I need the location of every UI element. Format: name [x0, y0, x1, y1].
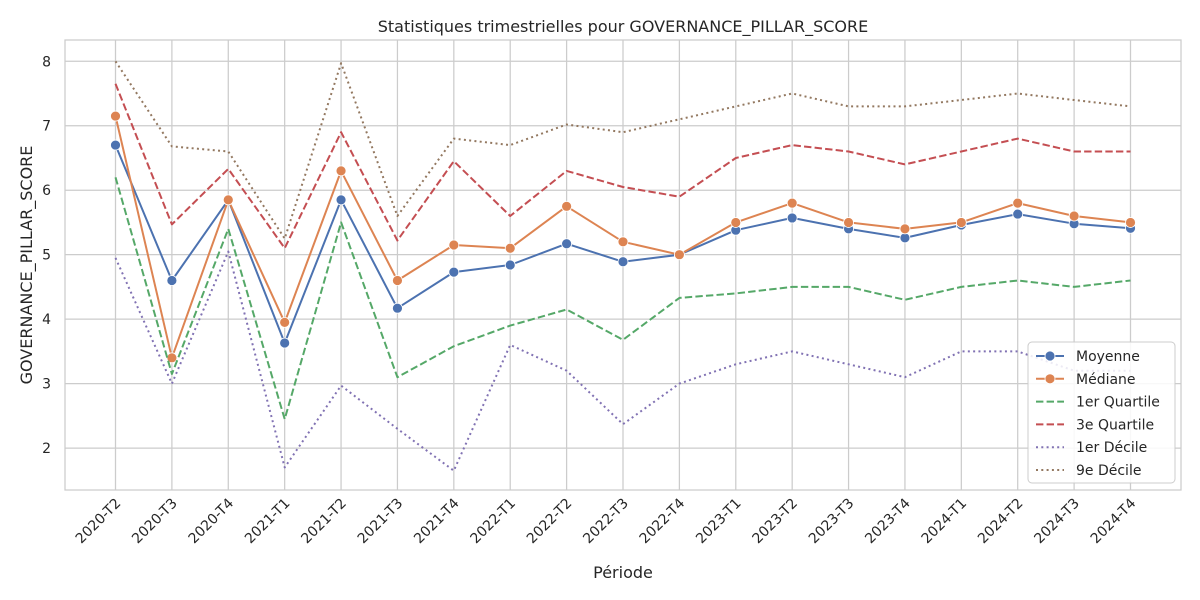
data-point: [504, 242, 516, 254]
y-tick-label: 4: [42, 312, 51, 328]
legend-marker: [1044, 350, 1056, 362]
plot-frame: [64, 39, 1182, 491]
x-tick-label: 2024-T2: [975, 496, 1027, 548]
data-point: [110, 110, 121, 122]
legend-item: Médiane: [1036, 372, 1136, 388]
x-tick-label: 2023-T1: [693, 496, 745, 548]
series-layer: [110, 60, 1136, 472]
x-tick-label: 2020-T4: [186, 495, 238, 547]
legend-label: 9e Décile: [1076, 463, 1141, 479]
data-point: [617, 256, 629, 268]
y-axis-label: GOVERNANCE_PILLAR_SCORE: [17, 146, 37, 385]
data-point: [899, 232, 911, 244]
x-tick-label: 2024-T1: [919, 496, 971, 548]
x-tick-label: 2023-T4: [862, 495, 914, 547]
data-point: [786, 212, 798, 224]
data-point: [673, 249, 685, 261]
y-tick-label: 7: [42, 119, 51, 135]
data-point: [110, 139, 121, 151]
x-tick-label: 2023-T3: [806, 496, 858, 548]
y-tick-label: 3: [42, 377, 51, 393]
x-tick-label: 2024-T4: [1088, 495, 1140, 547]
series-2: [114, 177, 1131, 421]
y-axis: 2 3 4 5 6 7 8: [42, 54, 51, 457]
y-tick-label: 5: [42, 248, 51, 264]
x-tick-label: 2020-T3: [129, 496, 181, 548]
data-point: [222, 194, 234, 206]
data-point: [843, 217, 854, 228]
x-tick-label: 2021-T4: [411, 495, 463, 547]
x-tick-label: 2021-T1: [242, 496, 294, 548]
chart-title: Statistiques trimestrielles pour GOVERNA…: [378, 17, 869, 37]
data-point: [1012, 197, 1024, 209]
x-tick-label: 2022-T1: [468, 496, 520, 548]
y-tick-label: 6: [42, 183, 51, 199]
data-point: [279, 337, 291, 349]
data-point: [1012, 208, 1024, 220]
data-point: [955, 217, 967, 228]
series-line: [114, 250, 1131, 472]
y-tick-label: 2: [42, 441, 51, 457]
series-1: [110, 110, 1136, 364]
x-axis: 2020-T2 2020-T3 2020-T4 2021-T1 2021-T2 2021-…: [73, 495, 1140, 547]
legend-label: Moyenne: [1076, 349, 1140, 365]
legend-item: 1er Décile: [1036, 440, 1147, 456]
data-point: [279, 316, 291, 328]
data-point: [617, 236, 629, 248]
legend-item: Moyenne: [1036, 349, 1140, 365]
data-point: [392, 302, 403, 314]
x-tick-label: 2023-T2: [749, 496, 801, 548]
x-tick-label: 2022-T2: [524, 496, 576, 548]
legend-box: [1027, 341, 1176, 484]
legend-item: 9e Décile: [1036, 463, 1141, 479]
data-point: [786, 197, 798, 209]
x-tick-label: 2021-T2: [298, 496, 350, 548]
data-point: [392, 275, 403, 286]
series-4: [114, 250, 1131, 472]
data-point: [561, 238, 573, 250]
y-tick-label: 8: [42, 54, 51, 70]
data-point: [561, 200, 573, 212]
legend-label: 1er Décile: [1076, 440, 1147, 456]
x-axis-label: Période: [593, 563, 653, 582]
x-tick-label: 2022-T3: [580, 496, 632, 548]
data-point: [335, 165, 347, 177]
legend: Moyenne Médiane 1er Quartile 3e Quartile 1er…: [1027, 341, 1176, 484]
legend-label: Médiane: [1076, 372, 1136, 388]
data-point: [1125, 217, 1136, 228]
x-tick-label: 2022-T4: [637, 495, 689, 547]
series-line: [114, 177, 1131, 421]
data-point: [335, 194, 347, 206]
legend-label: 1er Quartile: [1076, 395, 1160, 411]
legend-label: 3e Quartile: [1076, 417, 1154, 433]
data-point: [1068, 210, 1080, 222]
legend-item: 1er Quartile: [1036, 395, 1160, 411]
data-point: [899, 223, 911, 235]
data-point: [504, 259, 516, 271]
x-tick-label: 2024-T3: [1031, 496, 1083, 548]
data-point: [166, 352, 178, 364]
x-tick-label: 2020-T2: [73, 496, 125, 548]
data-point: [730, 217, 742, 228]
x-tick-label: 2021-T3: [355, 496, 407, 548]
series-line: [114, 83, 1131, 250]
data-point: [448, 239, 460, 251]
legend-marker: [1044, 373, 1056, 385]
legend-item: 3e Quartile: [1036, 417, 1154, 433]
data-point: [448, 266, 460, 278]
grid: [65, 40, 1181, 490]
series-3: [114, 83, 1131, 250]
data-point: [166, 275, 178, 286]
